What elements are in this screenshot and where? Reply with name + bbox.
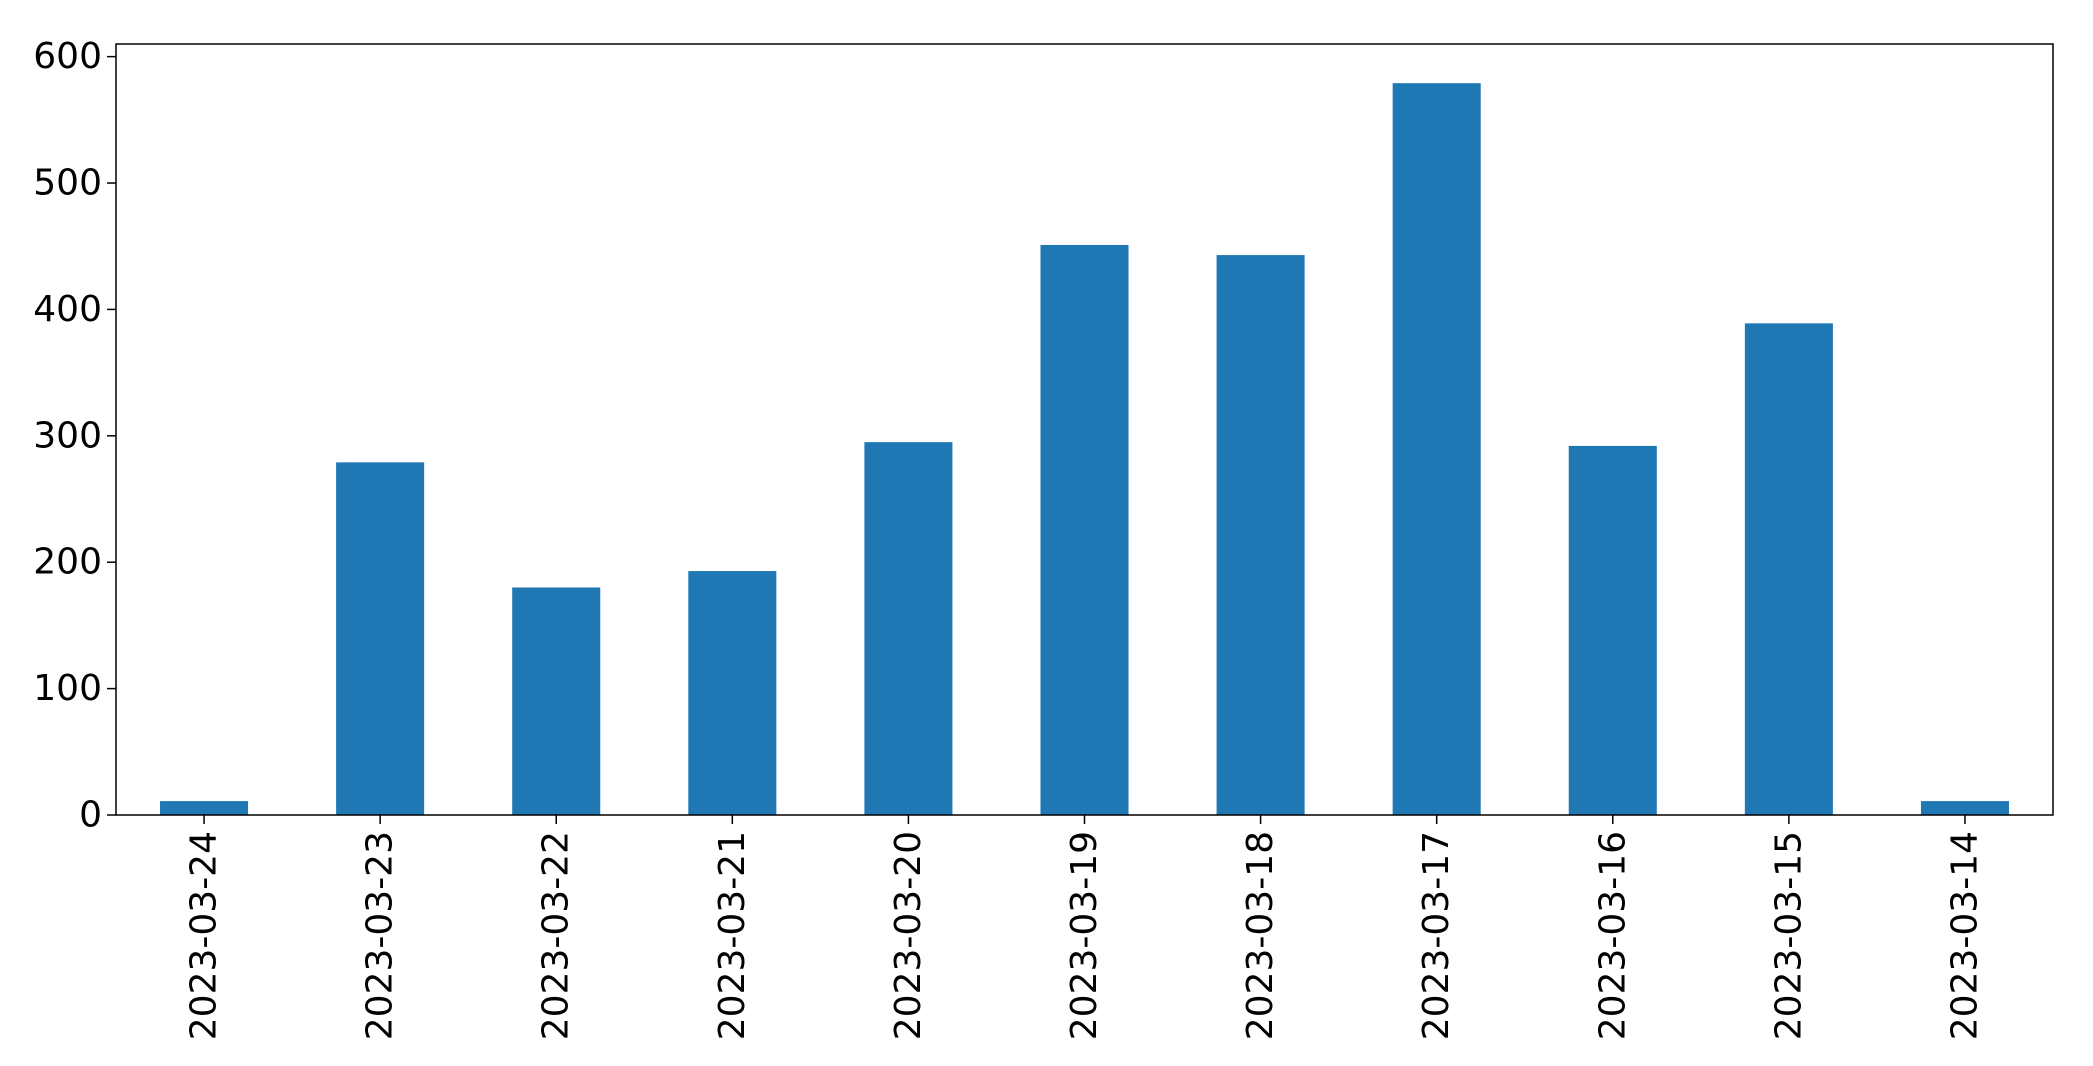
y-tick-label: 400: [33, 289, 102, 330]
y-tick-label: 300: [33, 415, 102, 456]
bar-2023-03-18: [1216, 255, 1305, 816]
bar-2023-03-20: [864, 442, 953, 815]
bar-2023-03-22: [512, 587, 601, 815]
y-tick-label: 200: [33, 542, 102, 583]
bar-2023-03-23: [336, 462, 425, 815]
x-axis: 2023-03-24 2023-03-23 2023-03-22 2023-03-21…: [184, 815, 1985, 1040]
bar-2023-03-19: [1040, 244, 1129, 815]
bar-2023-03-14: [1920, 801, 2009, 815]
x-tick-label: 2023-03-21: [712, 831, 753, 1040]
bars-group: [160, 83, 2009, 816]
x-tick-label: 2023-03-14: [1944, 831, 1985, 1040]
bar-2023-03-16: [1568, 445, 1657, 815]
x-tick-label: 2023-03-24: [184, 831, 225, 1040]
y-tick-label: 500: [33, 163, 102, 204]
y-axis: 0 100 200 300 400 500 600: [33, 36, 116, 836]
bar-2023-03-15: [1744, 323, 1833, 815]
plot-frame: [115, 43, 2054, 816]
bar-2023-03-17: [1392, 83, 1481, 816]
x-tick-label: 2023-03-15: [1768, 831, 1809, 1040]
y-tick-label: 600: [33, 36, 102, 77]
x-tick-label: 2023-03-19: [1064, 831, 1105, 1040]
y-tick-label: 100: [33, 668, 102, 709]
y-tick-label: 0: [79, 795, 102, 836]
bar-2023-03-21: [688, 571, 777, 815]
x-tick-label: 2023-03-17: [1416, 831, 1457, 1040]
x-tick-label: 2023-03-16: [1592, 831, 1633, 1040]
x-tick-label: 2023-03-22: [536, 831, 577, 1040]
x-tick-label: 2023-03-18: [1240, 831, 1281, 1040]
x-tick-label: 2023-03-23: [360, 831, 401, 1040]
x-tick-label: 2023-03-20: [888, 831, 929, 1040]
bar-2023-03-24: [160, 801, 249, 815]
